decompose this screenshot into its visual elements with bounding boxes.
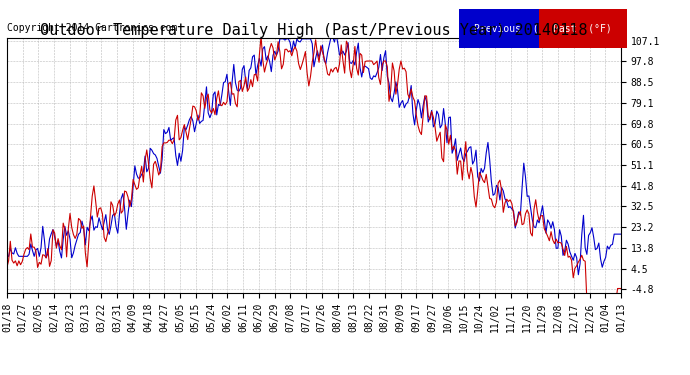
Text: Copyright 2014 Cartronics.com: Copyright 2014 Cartronics.com	[7, 24, 177, 33]
Title: Outdoor Temperature Daily High (Past/Previous Year) 20140118: Outdoor Temperature Daily High (Past/Pre…	[40, 22, 588, 38]
Text: Previous  (°F): Previous (°F)	[473, 24, 556, 33]
Text: Past  (°F): Past (°F)	[553, 24, 612, 33]
